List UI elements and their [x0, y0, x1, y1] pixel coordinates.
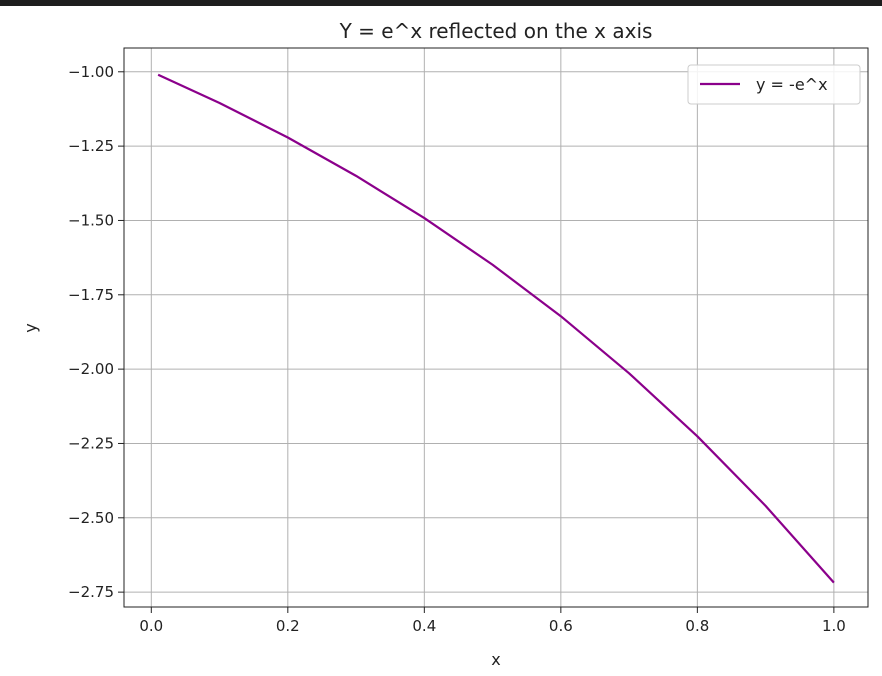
y-tick-label: −2.25: [68, 434, 114, 452]
x-tick-label: 0.6: [549, 617, 573, 635]
chart-svg: Y = e^x reflected on the x axis 0.0 0.2 0.…: [21, 19, 869, 669]
y-axis-label: y: [21, 323, 40, 332]
y-tick-label: −1.75: [68, 286, 114, 304]
y-tick-label: −1.00: [68, 63, 114, 81]
y-tick-label: −2.75: [68, 583, 114, 601]
x-tick-label: 0.0: [139, 617, 163, 635]
y-tick-label: −1.25: [68, 137, 114, 155]
x-tick-label: 0.4: [412, 617, 436, 635]
y-tick-label: −1.50: [68, 211, 114, 229]
plot-area-border: [123, 47, 869, 608]
x-axis-label: x: [491, 650, 500, 669]
x-tick-label: 0.8: [685, 617, 709, 635]
grid-lines: [124, 48, 868, 607]
x-tick-label: 0.2: [276, 617, 300, 635]
legend: y = -e^x: [687, 64, 861, 105]
y-tick-label: −2.00: [68, 360, 114, 378]
x-ticks: 0.0 0.2 0.4 0.6 0.8 1.0: [139, 607, 846, 635]
x-tick-label: 1.0: [822, 617, 846, 635]
y-tick-label: −2.50: [68, 509, 114, 527]
legend-box: [687, 64, 861, 105]
series-line: [157, 73, 835, 584]
series-layer: [157, 73, 835, 584]
legend-label: y = -e^x: [756, 75, 828, 94]
y-ticks: −1.00 −1.25 −1.50 −1.75 −2.00 −2.25 −2.50 −2.75: [68, 63, 124, 601]
chart-frame: Y = e^x reflected on the x axis 0.0 0.2 0.…: [0, 6, 882, 676]
chart-title: Y = e^x reflected on the x axis: [339, 19, 653, 43]
